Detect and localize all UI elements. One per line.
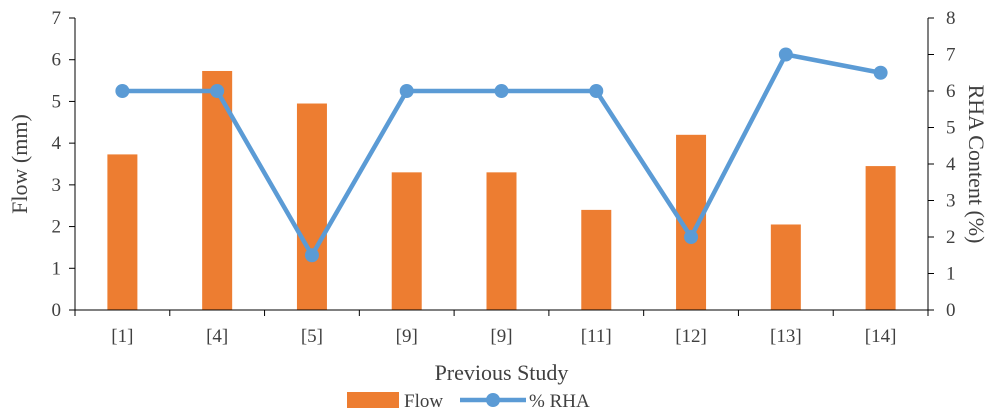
right-axis-tick-label: 5 [946, 118, 956, 139]
flow-bar [296, 103, 327, 310]
rha-point [684, 230, 699, 244]
flow-bar [391, 172, 422, 310]
legend-rha-label: % RHA [529, 391, 590, 412]
left-axis-tick-label: 0 [52, 300, 62, 321]
right-axis-tick-label: 7 [946, 45, 956, 66]
x-axis-tick-label: [9] [396, 326, 418, 347]
rha-point [494, 84, 509, 98]
x-axis-tick-label: [5] [301, 326, 323, 347]
flow-bar [107, 154, 138, 310]
x-axis-tick-label: [11] [581, 326, 612, 347]
legend-flow-swatch [347, 392, 399, 408]
x-axis-tick-label: [12] [675, 326, 707, 347]
rha-point [778, 47, 793, 62]
right-axis-tick-label: 2 [946, 227, 956, 248]
x-axis-title: Previous Study [435, 360, 569, 385]
flow-bar [486, 172, 517, 310]
flow-bar [770, 224, 801, 310]
x-axis-tick-label: [14] [865, 326, 897, 347]
left-axis-tick-label: 1 [52, 258, 62, 279]
left-axis-tick-label: 5 [52, 91, 62, 112]
right-axis-tick-label: 8 [946, 8, 956, 29]
left-axis-tick-label: 6 [52, 50, 62, 71]
right-axis-tick-label: 6 [946, 81, 956, 102]
rha-point [589, 84, 604, 98]
rha-point [210, 84, 225, 98]
right-axis-tick-label: 1 [946, 264, 956, 285]
right-axis-tick-label: 3 [946, 191, 956, 212]
x-axis-tick-label: [1] [111, 326, 133, 347]
rha-point [115, 84, 130, 98]
legend-flow-label: Flow [404, 391, 443, 412]
left-axis-tick-label: 4 [52, 133, 62, 154]
x-axis-tick-label: [9] [490, 326, 512, 347]
legend-rha-marker [486, 393, 500, 407]
x-axis-tick-label: [4] [206, 326, 228, 347]
y2-axis-title: RHA Content (%) [964, 85, 989, 244]
flow-bar [865, 166, 896, 310]
left-axis-tick-label: 3 [52, 175, 62, 196]
left-axis-tick-label: 2 [52, 217, 62, 238]
rha-point [399, 84, 414, 98]
rha-point [304, 248, 319, 263]
y-axis-title: Flow (mm) [7, 114, 32, 214]
rha-point [873, 65, 888, 80]
right-axis-tick-label: 0 [946, 300, 956, 321]
left-axis-tick-label: 7 [52, 8, 62, 29]
flow-bar [581, 209, 612, 310]
right-axis-tick-label: 4 [946, 154, 956, 175]
x-axis-tick-label: [13] [770, 326, 802, 347]
